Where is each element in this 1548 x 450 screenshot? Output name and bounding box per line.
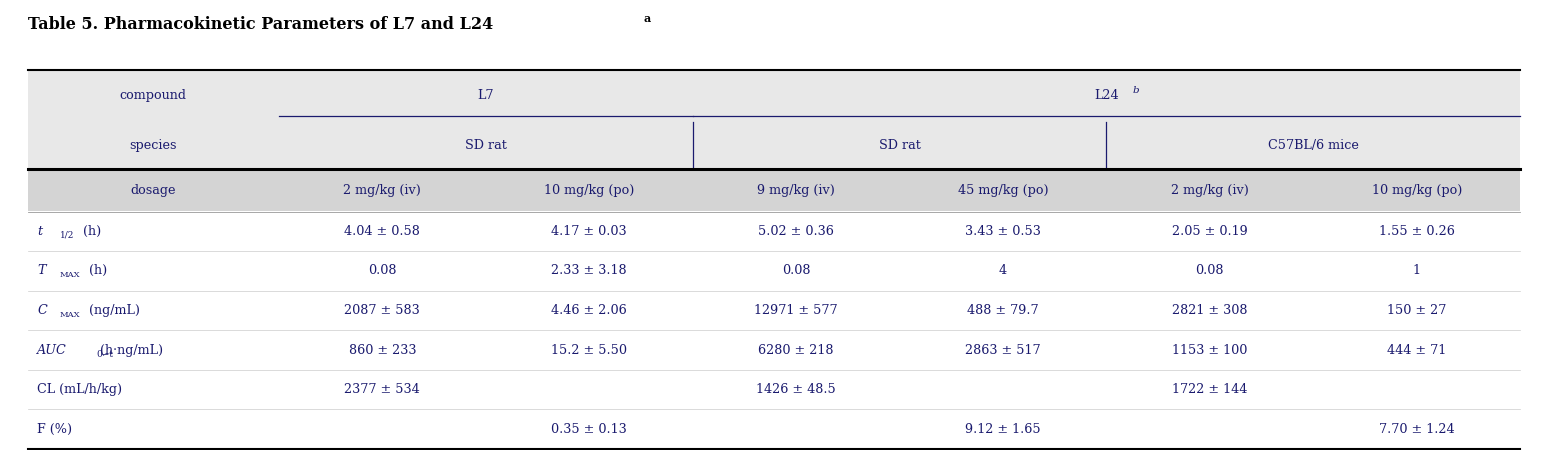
Text: 860 ± 233: 860 ± 233 [348, 344, 416, 356]
Text: 10 mg/kg (po): 10 mg/kg (po) [1372, 184, 1461, 197]
Text: AUC: AUC [37, 344, 67, 356]
Text: 0.08: 0.08 [1195, 265, 1224, 277]
Text: 2863 ± 517: 2863 ± 517 [964, 344, 1040, 356]
Text: 2087 ± 583: 2087 ± 583 [344, 304, 420, 317]
Text: 1/2: 1/2 [59, 231, 74, 240]
Text: 1.55 ± 0.26: 1.55 ± 0.26 [1379, 225, 1455, 238]
Text: (h): (h) [85, 265, 107, 277]
Text: 0.35 ± 0.13: 0.35 ± 0.13 [551, 423, 627, 436]
Text: (h): (h) [79, 225, 101, 238]
Text: 1426 ± 48.5: 1426 ± 48.5 [755, 383, 836, 396]
Text: SD rat: SD rat [464, 139, 506, 152]
Text: SD rat: SD rat [879, 139, 921, 152]
Bar [28, 251, 1520, 291]
Bar [28, 291, 1520, 330]
Text: 1153 ± 100: 1153 ± 100 [1172, 344, 1248, 356]
Text: 2821 ± 308: 2821 ± 308 [1172, 304, 1248, 317]
Text: L24: L24 [1094, 89, 1119, 102]
Text: 4.04 ± 0.58: 4.04 ± 0.58 [344, 225, 420, 238]
Text: 488 ± 79.7: 488 ± 79.7 [968, 304, 1039, 317]
Text: 2377 ± 534: 2377 ± 534 [344, 383, 420, 396]
Text: a: a [644, 14, 650, 24]
Text: MAX: MAX [59, 310, 80, 319]
Text: MAX: MAX [59, 271, 80, 279]
Text: t: t [37, 225, 42, 238]
Text: 2 mg/kg (iv): 2 mg/kg (iv) [1170, 184, 1249, 197]
Bar [28, 169, 1520, 212]
Text: 4: 4 [998, 265, 1008, 277]
Text: (h·ng/mL): (h·ng/mL) [96, 344, 163, 356]
Text: T: T [37, 265, 45, 277]
Text: 9 mg/kg (iv): 9 mg/kg (iv) [757, 184, 834, 197]
Text: species: species [130, 139, 176, 152]
Bar [28, 330, 1520, 370]
Text: 6280 ± 218: 6280 ± 218 [759, 344, 834, 356]
Text: 15.2 ± 5.50: 15.2 ± 5.50 [551, 344, 627, 356]
Text: L7: L7 [477, 89, 494, 102]
Text: Table 5. Pharmacokinetic Parameters of L7 and L24: Table 5. Pharmacokinetic Parameters of L… [28, 16, 494, 33]
Bar [28, 212, 1520, 251]
Bar [28, 70, 1520, 122]
Text: b: b [1133, 86, 1139, 95]
Text: 0.08: 0.08 [368, 265, 396, 277]
Text: 4.17 ± 0.03: 4.17 ± 0.03 [551, 225, 627, 238]
Text: CL (mL/h/kg): CL (mL/h/kg) [37, 383, 122, 396]
Bar [28, 122, 1520, 169]
Text: 2.05 ± 0.19: 2.05 ± 0.19 [1172, 225, 1248, 238]
Text: 45 mg/kg (po): 45 mg/kg (po) [958, 184, 1048, 197]
Text: 5.02 ± 0.36: 5.02 ± 0.36 [759, 225, 834, 238]
Text: F (%): F (%) [37, 423, 73, 436]
Text: 2.33 ± 3.18: 2.33 ± 3.18 [551, 265, 627, 277]
Text: compound: compound [119, 89, 187, 102]
Text: 7.70 ± 1.24: 7.70 ± 1.24 [1379, 423, 1455, 436]
Text: 9.12 ± 1.65: 9.12 ± 1.65 [964, 423, 1040, 436]
Text: 2 mg/kg (iv): 2 mg/kg (iv) [344, 184, 421, 197]
Text: 10 mg/kg (po): 10 mg/kg (po) [543, 184, 635, 197]
Text: dosage: dosage [130, 184, 176, 197]
Text: 3.43 ± 0.53: 3.43 ± 0.53 [964, 225, 1040, 238]
Text: 0.08: 0.08 [782, 265, 810, 277]
Text: (ng/mL): (ng/mL) [85, 304, 141, 317]
Bar [28, 410, 1520, 449]
Text: 0−t: 0−t [96, 350, 113, 359]
Text: 444 ± 71: 444 ± 71 [1387, 344, 1446, 356]
Text: C: C [37, 304, 46, 317]
Text: 12971 ± 577: 12971 ± 577 [754, 304, 837, 317]
Bar [28, 370, 1520, 410]
Text: 1: 1 [1413, 265, 1421, 277]
Text: 1722 ± 144: 1722 ± 144 [1172, 383, 1248, 396]
Text: C57BL/6 mice: C57BL/6 mice [1268, 139, 1359, 152]
Text: 150 ± 27: 150 ± 27 [1387, 304, 1446, 317]
Text: 4.46 ± 2.06: 4.46 ± 2.06 [551, 304, 627, 317]
